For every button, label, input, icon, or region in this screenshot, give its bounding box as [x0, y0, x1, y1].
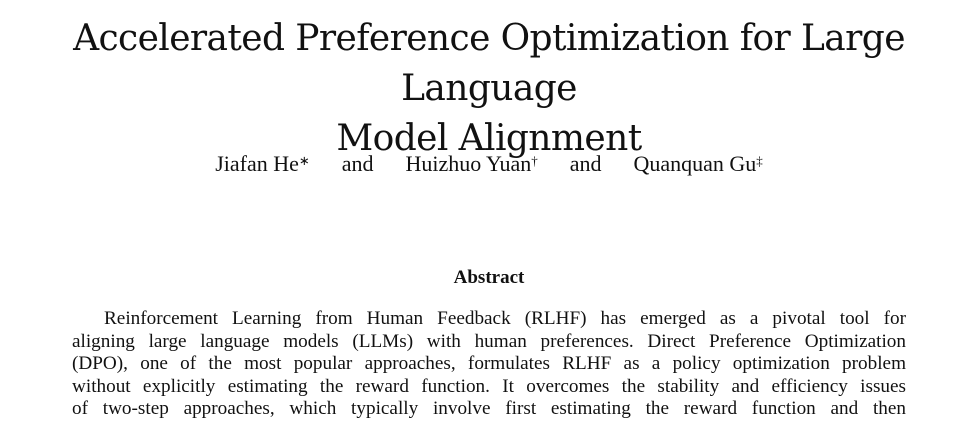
author-name: Jiafan He: [215, 151, 299, 176]
abstract-line: Reinforcement Learning from Human Feedba…: [104, 308, 906, 329]
author-affiliation-mark: †: [531, 153, 538, 168]
author-name: Huizhuo Yuan: [405, 151, 532, 176]
abstract-body: Reinforcement Learning from Human Feedba…: [72, 308, 906, 421]
abstract-line: of two-step approaches, which typically …: [72, 398, 906, 419]
author-affiliation-mark: ∗: [298, 153, 310, 168]
author-list: Jiafan He∗ and Huizhuo Yuan† and Quanquan Gu…: [0, 150, 978, 178]
author-separator: and: [341, 151, 374, 176]
author-name: Quanquan Gu: [633, 151, 757, 176]
author-1: Jiafan He∗: [215, 151, 310, 176]
author-3: Quanquan Gu‡: [633, 151, 762, 176]
author-2: Huizhuo Yuan†: [406, 151, 538, 176]
author-affiliation-mark: ‡: [756, 153, 763, 168]
abstract-line: (DPO), one of the most popular approache…: [72, 353, 906, 374]
abstract-line: without explicitly estimating the reward…: [72, 375, 906, 397]
paper-title: Accelerated Preference Optimization for …: [0, 14, 978, 164]
title-line-1: Accelerated Preference Optimization for …: [73, 18, 905, 109]
title-line-2: Model Alignment: [336, 118, 642, 159]
abstract-line: aligning large language models (LLMs) wi…: [72, 330, 906, 352]
abstract-heading: Abstract: [453, 267, 525, 288]
author-separator: and: [569, 151, 602, 176]
